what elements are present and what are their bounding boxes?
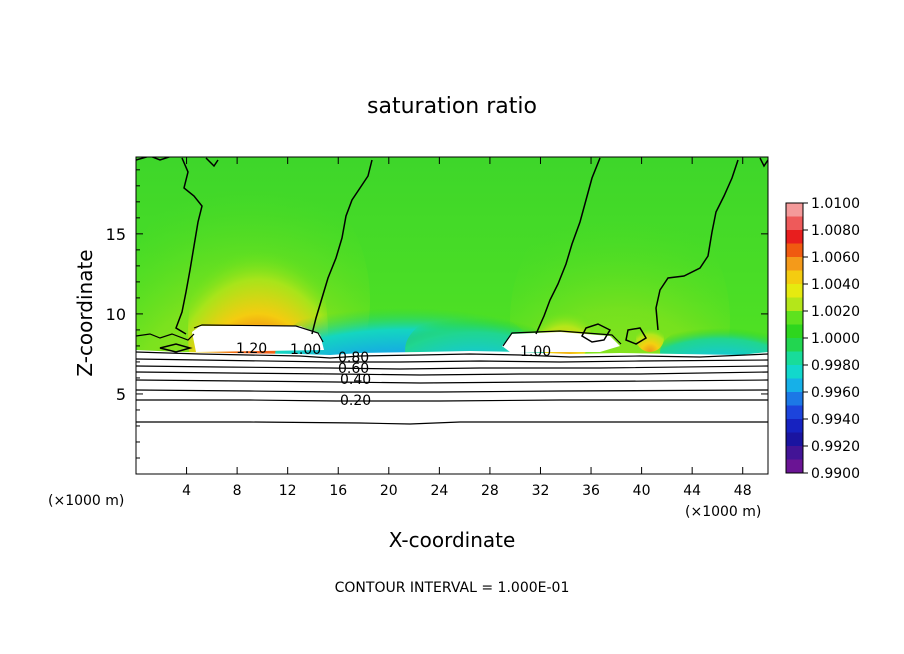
- colorbar-swatch: [786, 243, 803, 258]
- colorbar-swatch: [786, 446, 803, 460]
- colorbar-swatch: [786, 419, 803, 433]
- colorbar-swatch: [786, 351, 803, 366]
- chart-title: saturation ratio: [367, 94, 537, 119]
- x-tick-label-11: 48: [734, 483, 752, 499]
- colorbar-label: 0.9960: [811, 385, 860, 401]
- warm-spot-right-2: [636, 324, 664, 352]
- plot-area: 1.20 1.00 0.80 0.60 0.40 0.20 1.00: [136, 157, 768, 474]
- y-axis-ticks: 5 10 15: [106, 169, 768, 459]
- colorbar-swatch: [786, 378, 803, 393]
- colorbar-swatch: [786, 405, 803, 420]
- x-tick-label-9: 40: [633, 483, 651, 499]
- x-tick-label-8: 36: [582, 483, 600, 499]
- x-axis-label: X-coordinate: [389, 528, 516, 552]
- x-tick-label-3: 16: [329, 483, 347, 499]
- contour-lines: [136, 324, 768, 425]
- contour-label-0-80: 0.80: [338, 350, 369, 366]
- colorbar-swatch: [786, 311, 803, 325]
- x-tick-label-0: 4: [182, 483, 191, 499]
- contour-label-1-00: 1.00: [290, 342, 321, 358]
- colorbar-label: 0.9920: [811, 439, 860, 455]
- plot-frame: [135, 156, 769, 475]
- x-axis-units-left: (×1000 m): [48, 493, 124, 509]
- colorbar-label: 0.9980: [811, 358, 860, 374]
- colorbar-swatch: [786, 257, 803, 271]
- white-cap-left: [192, 326, 324, 352]
- contour-label-0-60: 0.60: [338, 361, 369, 377]
- x-tick-label-4: 20: [380, 483, 398, 499]
- colorbar-swatch: [786, 297, 803, 312]
- colorbar-swatch: [786, 230, 803, 244]
- colorbar: 1.0100 1.0080 1.0060 1.0040 1.0020 1.0000 0.99…: [785, 196, 860, 482]
- colorbar-swatch: [786, 392, 803, 406]
- x-tick-label-7: 32: [532, 483, 550, 499]
- colorbar-swatch: [786, 203, 803, 217]
- x-tick-label-6: 28: [481, 483, 499, 499]
- colorbar-swatch: [786, 284, 803, 298]
- colorbar-swatch: [786, 270, 803, 285]
- contour-interval-note: CONTOUR INTERVAL = 1.000E-01: [335, 580, 570, 596]
- colorbar-label: 1.0080: [811, 223, 860, 239]
- y-tick-label-2: 15: [106, 225, 126, 244]
- y-tick-label-0: 5: [116, 385, 126, 404]
- colorbar-label: 1.0020: [811, 304, 860, 320]
- contour-label-1-20: 1.20: [236, 341, 267, 357]
- white-cap-right: [502, 332, 620, 352]
- contour-label-1-00-right: 1.00: [520, 344, 551, 360]
- contour-labels: 1.20 1.00 0.80 0.60 0.40 0.20 1.00: [236, 341, 551, 409]
- x-tick-label-1: 8: [233, 483, 242, 499]
- boundary-contours: [136, 157, 768, 353]
- y-tick-label-1: 10: [106, 305, 126, 324]
- colorbar-label: 1.0040: [811, 277, 860, 293]
- colorbar-swatch: [786, 365, 803, 379]
- x-tick-label-10: 44: [683, 483, 701, 499]
- colorbar-swatch: [786, 324, 803, 339]
- colorbar-swatch: [786, 459, 803, 474]
- colorbar-swatch: [786, 432, 803, 447]
- x-tick-label-5: 24: [430, 483, 448, 499]
- colorbar-label: 0.9900: [811, 466, 860, 482]
- colorbar-swatch: [786, 338, 803, 352]
- x-axis-ticks: 4 8 12 16 20 24 28 32 36 40 44 48: [182, 157, 752, 499]
- contour-label-0-20: 0.20: [340, 393, 371, 409]
- colorbar-label: 0.9940: [811, 412, 860, 428]
- y-axis-label: Z-coordinate: [73, 249, 97, 376]
- colorbar-label: 1.0060: [811, 250, 860, 266]
- y-axis-units-right: (×1000 m): [685, 504, 761, 520]
- colorbar-label: 1.0000: [811, 331, 860, 347]
- x-tick-label-2: 12: [279, 483, 297, 499]
- contour-label-0-40: 0.40: [340, 372, 371, 388]
- colorbar-label: 1.0100: [811, 196, 860, 212]
- colorbar-swatch: [786, 216, 803, 231]
